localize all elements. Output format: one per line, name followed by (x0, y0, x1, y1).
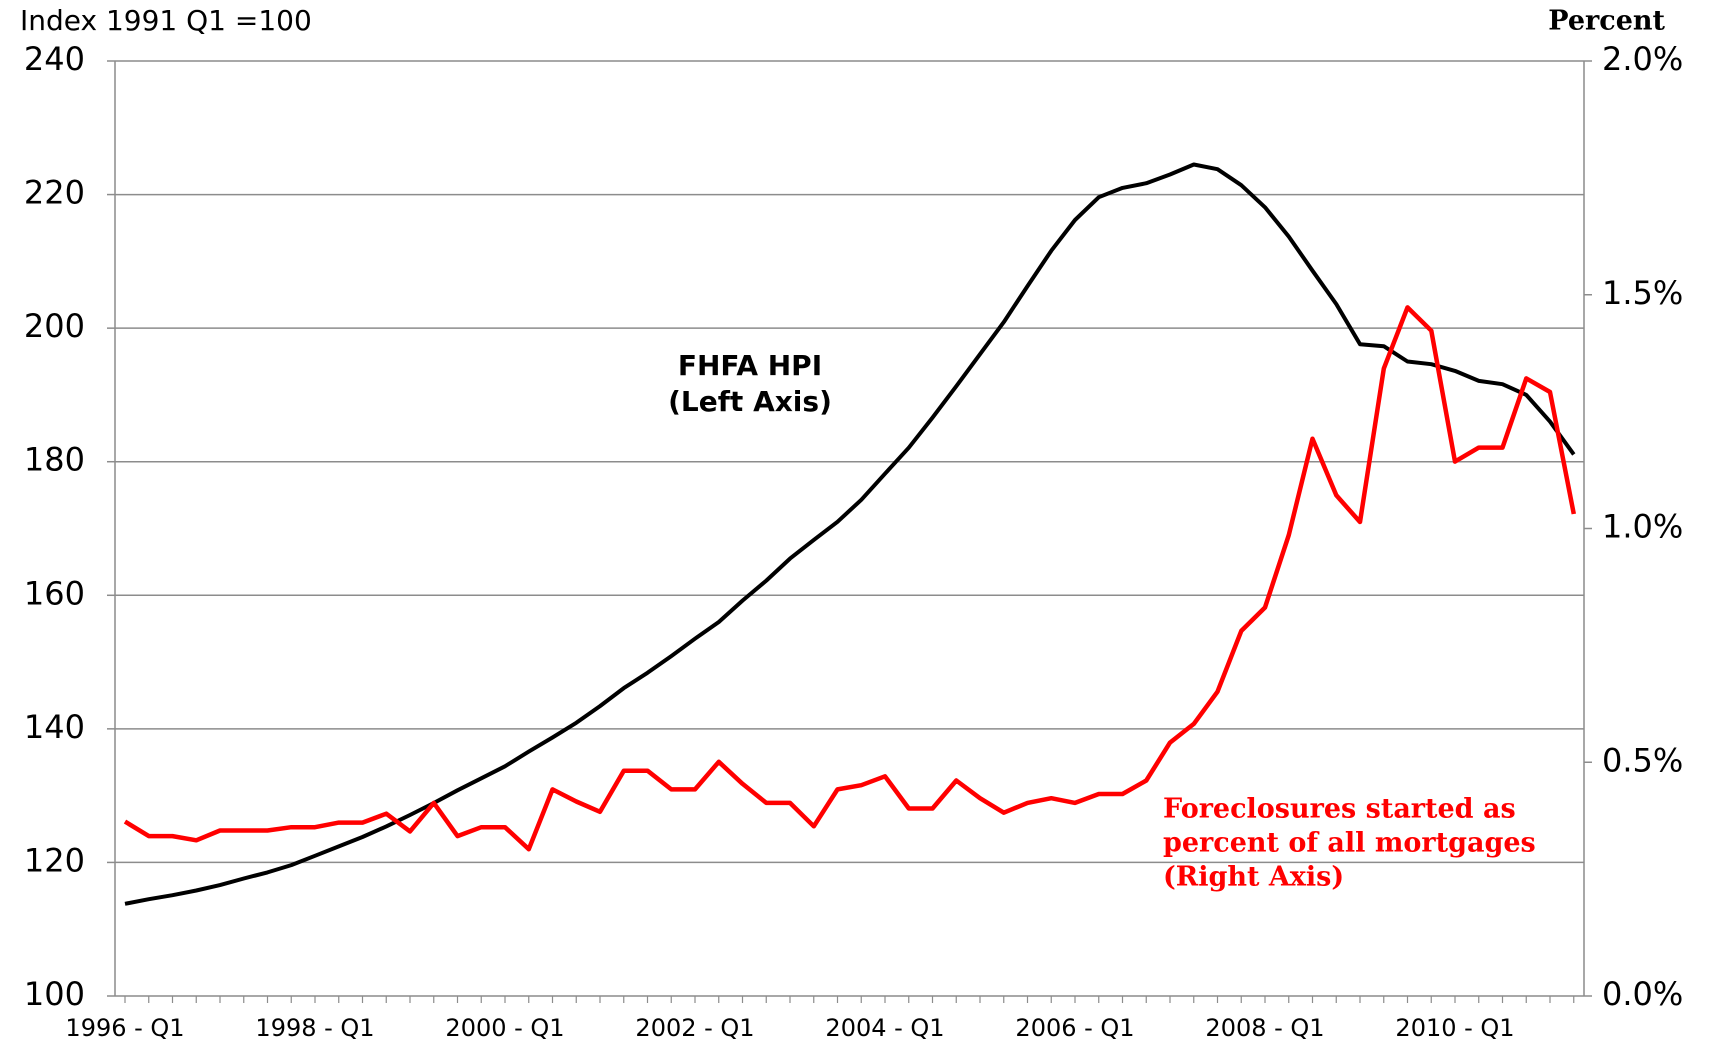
y-tick-label: 240 (24, 40, 85, 78)
annotation: FHFA HPI (678, 349, 822, 382)
y-tick-label: 180 (24, 441, 85, 479)
y-tick-label: 140 (24, 708, 85, 746)
x-tick-label: 1998 - Q1 (255, 1014, 374, 1042)
annotation: Foreclosures started as (1163, 794, 1516, 825)
y-axis-label: Index 1991 Q1 =100 (20, 4, 312, 37)
y2-tick-label: 0.5% (1602, 741, 1683, 779)
x-tick-label: 2004 - Q1 (825, 1014, 944, 1042)
series-line (123, 305, 1577, 852)
y2-tick-label: 2.0% (1602, 40, 1683, 78)
y-tick-label: 120 (24, 841, 85, 879)
x-tick-label: 2006 - Q1 (1015, 1014, 1134, 1042)
x-tick-label: 1996 - Q1 (65, 1014, 184, 1042)
y2-tick-label: 1.5% (1602, 274, 1683, 312)
annotation: (Left Axis) (668, 385, 832, 418)
y-tick-label: 100 (24, 975, 85, 1013)
x-tick-label: 2010 - Q1 (1395, 1014, 1514, 1042)
series-line (124, 162, 1576, 906)
x-tick-label: 2008 - Q1 (1205, 1014, 1324, 1042)
y2-tick-label: 0.0% (1602, 975, 1683, 1013)
annotation: (Right Axis) (1163, 862, 1344, 893)
y-tick-label: 220 (24, 174, 85, 212)
y-tick-label: 160 (24, 574, 85, 612)
annotation: percent of all mortgages (1163, 828, 1536, 859)
y2-tick-label: 1.0% (1602, 508, 1683, 546)
x-tick-label: 2002 - Q1 (635, 1014, 754, 1042)
y2-axis-label: Percent (1548, 6, 1665, 37)
x-tick-label: 2000 - Q1 (445, 1014, 564, 1042)
y-tick-label: 200 (24, 307, 85, 345)
